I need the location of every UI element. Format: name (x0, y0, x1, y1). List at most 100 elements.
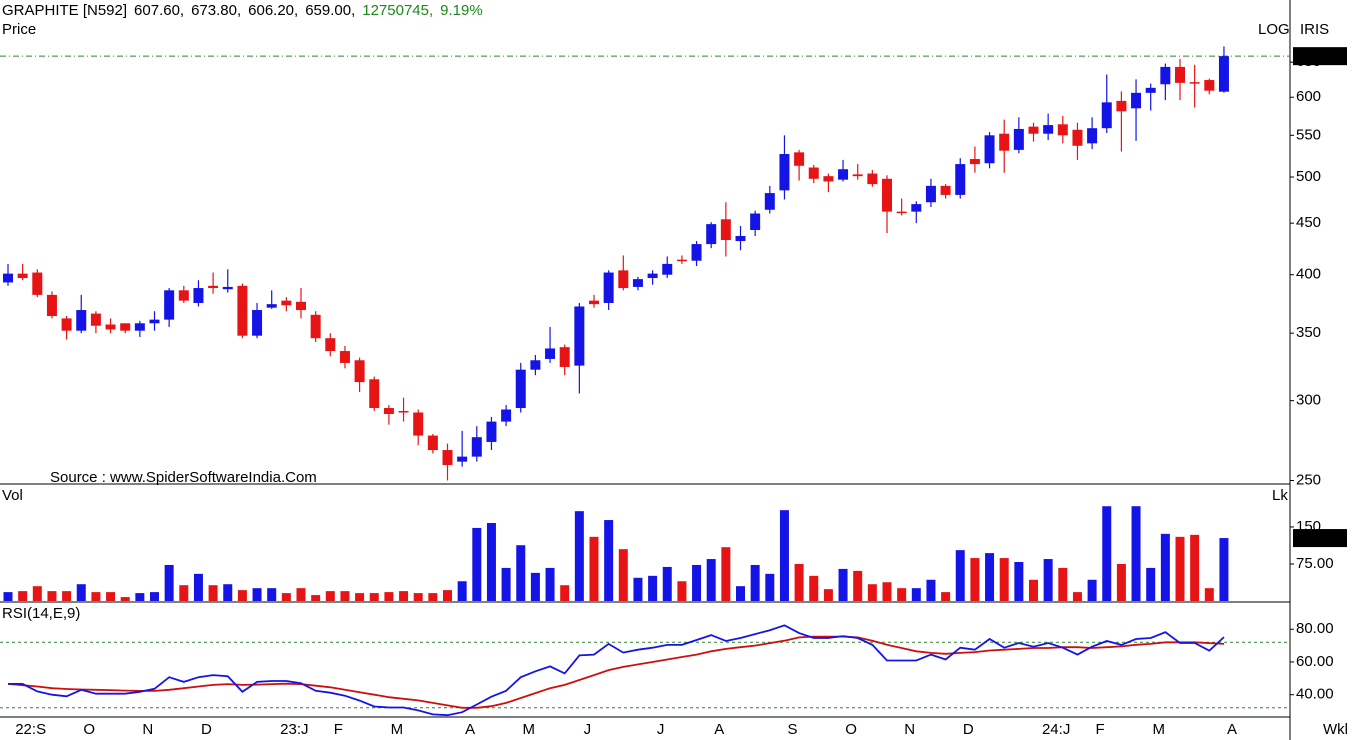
volume-bar (281, 593, 291, 601)
candle-body (984, 135, 995, 164)
y-tick-label: 300 (1296, 392, 1321, 409)
candle-body (867, 173, 878, 185)
volume-bar (1087, 579, 1097, 601)
volume-bar (867, 584, 877, 601)
y-tick-label: 550 (1296, 126, 1321, 143)
candle-body (222, 286, 233, 290)
volume-bar (1029, 579, 1038, 601)
volume-bar (926, 579, 936, 601)
y-tick-label: 80.00 (1296, 620, 1334, 637)
volume-bar (32, 586, 42, 601)
candle-body (589, 300, 599, 305)
volume-bar (897, 588, 907, 601)
rsi-line (7, 635, 1225, 709)
candle-body (940, 185, 951, 195)
volume-bar (472, 527, 482, 601)
volume-bar (1014, 562, 1024, 601)
candle-body (515, 369, 526, 409)
volume-bar (91, 592, 101, 601)
x-tick-label: 23:J (280, 721, 308, 738)
volume-bar (604, 520, 614, 601)
candle-body (1101, 102, 1112, 129)
volume-bar (311, 595, 321, 601)
candle-body (882, 178, 892, 212)
candle-body (1218, 56, 1229, 92)
candle-body (1145, 87, 1156, 93)
volume-bar (574, 511, 584, 601)
candle-body (46, 294, 57, 317)
candle-body (852, 174, 863, 177)
panel-title: RSI(14,E,9) (2, 605, 80, 622)
volume-bar (736, 586, 745, 601)
y-tick-label: 40.00 (1296, 686, 1334, 703)
volume-bar (208, 585, 218, 601)
volume-bar (369, 593, 379, 601)
candle-body (383, 408, 394, 414)
x-tick-label: J (657, 721, 665, 738)
volume-bar (428, 593, 438, 601)
candle-body (471, 437, 482, 457)
x-tick-label: A (465, 721, 475, 738)
candle-body (750, 213, 761, 231)
volume-bar (135, 593, 145, 601)
x-tick-label: D (963, 721, 974, 738)
y-tick-label: 75.00 (1296, 555, 1334, 572)
volume-bar (633, 577, 643, 601)
candle-body (32, 272, 43, 295)
x-tick-label: O (83, 721, 95, 738)
x-tick-label: F (334, 721, 343, 738)
volume-bar (164, 564, 174, 601)
candle-body (955, 164, 966, 195)
candle-body (1189, 82, 1200, 84)
y-tick-label: 400 (1296, 266, 1321, 283)
candle-body (310, 314, 321, 339)
candle-body (720, 219, 731, 241)
candle-body (530, 360, 541, 370)
header: GRAPHITE [N592] 607.60, 673.80, 606.20, … (2, 2, 483, 19)
candle-body (427, 435, 438, 451)
candle-body (413, 412, 424, 436)
unit-label: Lk (1272, 487, 1288, 504)
volume-bar (237, 590, 247, 601)
candle-body (120, 323, 131, 331)
y-tick-label: 250 (1296, 471, 1321, 488)
volume-bar (985, 553, 995, 601)
volume-bar (970, 558, 980, 601)
volume-bar (1131, 506, 1141, 601)
candle-body (237, 285, 248, 336)
candle-body (823, 176, 834, 182)
candle-body (1116, 100, 1127, 112)
volume-bar (530, 572, 540, 601)
x-tick-label: M (523, 721, 536, 738)
volume-bar (721, 547, 731, 601)
candle-body (178, 290, 189, 301)
source: Source : www.SpiderSoftwareIndia.Com (50, 469, 317, 486)
volume-bar (106, 592, 116, 601)
candle-body (1043, 125, 1054, 134)
candle-body (90, 313, 101, 326)
volume-bar (384, 592, 394, 601)
volume-bar (809, 575, 819, 601)
candle-body (208, 285, 219, 289)
candle-body (647, 273, 658, 279)
quote: 607.60, (134, 2, 185, 19)
candle-body (559, 347, 570, 367)
volume-bar (692, 564, 702, 601)
volume-bar (120, 597, 130, 601)
candle-body (1160, 66, 1171, 85)
candle-body (486, 421, 497, 442)
volume-bar (296, 588, 306, 601)
volume-bar (3, 592, 13, 601)
candle-body (676, 259, 687, 262)
candle-body (1204, 80, 1215, 91)
candle-body (266, 304, 277, 308)
candle-body (149, 319, 160, 324)
volume-bar (413, 593, 423, 601)
candle-body (735, 235, 746, 242)
candle-body (632, 279, 643, 287)
last-value-label: 127.51 (1296, 530, 1342, 547)
quote: 9.19% (440, 2, 483, 19)
volume-bar (325, 591, 335, 601)
x-tick-label: S (787, 721, 797, 738)
